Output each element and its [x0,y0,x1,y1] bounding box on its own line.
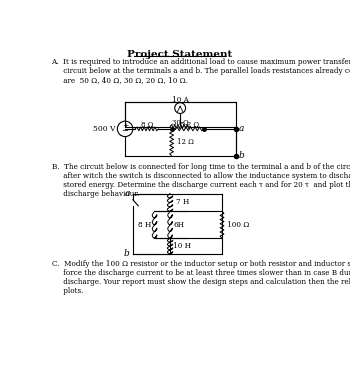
Text: 8 Ω: 8 Ω [141,121,153,129]
Text: 500 V: 500 V [92,125,115,133]
Text: 10 A: 10 A [172,96,189,104]
Text: a: a [124,189,130,198]
Text: b: b [239,151,245,160]
Text: −: − [122,128,129,136]
Text: C.  Modify the 100 Ω resistor or the inductor setup or both resistor and inducto: C. Modify the 100 Ω resistor or the indu… [51,260,350,295]
Text: 100 Ω: 100 Ω [228,221,250,229]
Text: 30 Ω: 30 Ω [172,119,189,127]
Text: B.  The circuit below is connected for long time to the terminal a and b of the : B. The circuit below is connected for lo… [51,163,350,199]
Text: 5.2 Ω: 5.2 Ω [180,121,199,129]
Text: 10 H: 10 H [173,242,191,250]
Text: 12 Ω: 12 Ω [177,138,194,146]
Text: 8 H: 8 H [138,221,152,229]
Text: +: + [122,122,128,130]
Text: 7 H: 7 H [176,199,190,207]
Text: A.  It is required to introduce an additional load to cause maximum power transf: A. It is required to introduce an additi… [51,58,350,85]
Text: Project Statement: Project Statement [127,50,232,59]
Text: a: a [239,124,244,133]
Text: b: b [124,249,130,258]
Text: 6H: 6H [173,221,184,229]
